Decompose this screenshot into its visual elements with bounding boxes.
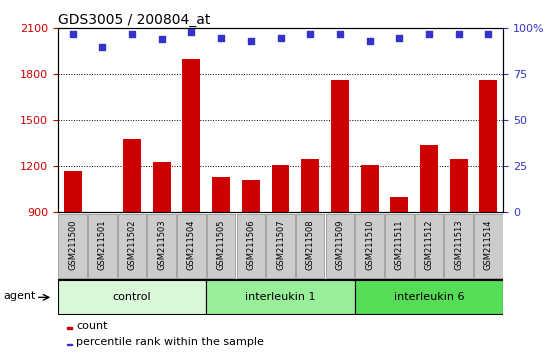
Point bbox=[68, 31, 77, 37]
Bar bbox=[331, 80, 349, 350]
Text: agent: agent bbox=[3, 291, 35, 301]
Point bbox=[395, 35, 404, 40]
Text: percentile rank within the sample: percentile rank within the sample bbox=[76, 337, 264, 347]
Text: interleukin 1: interleukin 1 bbox=[245, 292, 316, 302]
Bar bbox=[266, 214, 295, 278]
Bar bbox=[177, 214, 206, 278]
Text: GSM211508: GSM211508 bbox=[306, 219, 315, 270]
Bar bbox=[212, 177, 230, 350]
Point bbox=[454, 31, 463, 37]
Text: GSM211505: GSM211505 bbox=[217, 219, 226, 270]
Bar bbox=[415, 214, 443, 278]
Bar bbox=[58, 214, 87, 278]
Point bbox=[276, 35, 285, 40]
Point bbox=[187, 29, 196, 35]
Bar bbox=[236, 214, 265, 278]
Bar bbox=[385, 214, 414, 278]
Text: GSM211502: GSM211502 bbox=[128, 219, 136, 270]
Bar bbox=[444, 214, 473, 278]
Bar bbox=[296, 214, 324, 278]
Bar bbox=[58, 280, 206, 314]
Bar bbox=[206, 280, 355, 314]
Text: GSM211509: GSM211509 bbox=[336, 219, 344, 270]
Point bbox=[365, 38, 374, 44]
Point bbox=[128, 31, 136, 37]
Bar bbox=[183, 59, 200, 350]
Bar bbox=[420, 145, 438, 350]
Bar bbox=[67, 344, 72, 345]
Text: GSM211510: GSM211510 bbox=[365, 219, 374, 270]
Bar bbox=[301, 159, 319, 350]
Bar bbox=[480, 80, 497, 350]
Bar bbox=[355, 214, 384, 278]
Text: GSM211513: GSM211513 bbox=[454, 219, 463, 270]
Text: GSM211511: GSM211511 bbox=[395, 219, 404, 270]
Bar bbox=[242, 180, 260, 350]
Bar bbox=[361, 165, 378, 350]
Bar bbox=[118, 214, 146, 278]
Bar bbox=[355, 280, 503, 314]
Text: GSM211500: GSM211500 bbox=[68, 219, 77, 270]
Text: GSM211514: GSM211514 bbox=[484, 219, 493, 270]
Text: GDS3005 / 200804_at: GDS3005 / 200804_at bbox=[58, 13, 210, 27]
Text: GSM211504: GSM211504 bbox=[187, 219, 196, 270]
Point bbox=[217, 35, 226, 40]
Point bbox=[484, 31, 493, 37]
Text: GSM211501: GSM211501 bbox=[98, 219, 107, 270]
Point bbox=[336, 31, 344, 37]
Bar bbox=[67, 327, 72, 329]
Point bbox=[246, 38, 255, 44]
Text: count: count bbox=[76, 321, 108, 331]
Bar bbox=[450, 159, 468, 350]
Text: GSM211507: GSM211507 bbox=[276, 219, 285, 270]
Bar bbox=[147, 214, 176, 278]
Text: control: control bbox=[113, 292, 151, 302]
Bar bbox=[474, 214, 503, 278]
Point bbox=[157, 36, 166, 42]
Bar bbox=[326, 214, 354, 278]
Text: GSM211506: GSM211506 bbox=[246, 219, 255, 270]
Bar bbox=[88, 214, 117, 278]
Point bbox=[98, 44, 107, 50]
Point bbox=[306, 31, 315, 37]
Text: interleukin 6: interleukin 6 bbox=[394, 292, 464, 302]
Text: GSM211503: GSM211503 bbox=[157, 219, 166, 270]
Bar bbox=[94, 217, 111, 350]
Bar bbox=[64, 171, 81, 350]
Bar bbox=[153, 162, 170, 350]
Text: GSM211512: GSM211512 bbox=[425, 219, 433, 270]
Point bbox=[425, 31, 433, 37]
Bar bbox=[207, 214, 235, 278]
Bar bbox=[123, 139, 141, 350]
Bar bbox=[390, 197, 408, 350]
Bar bbox=[272, 165, 289, 350]
